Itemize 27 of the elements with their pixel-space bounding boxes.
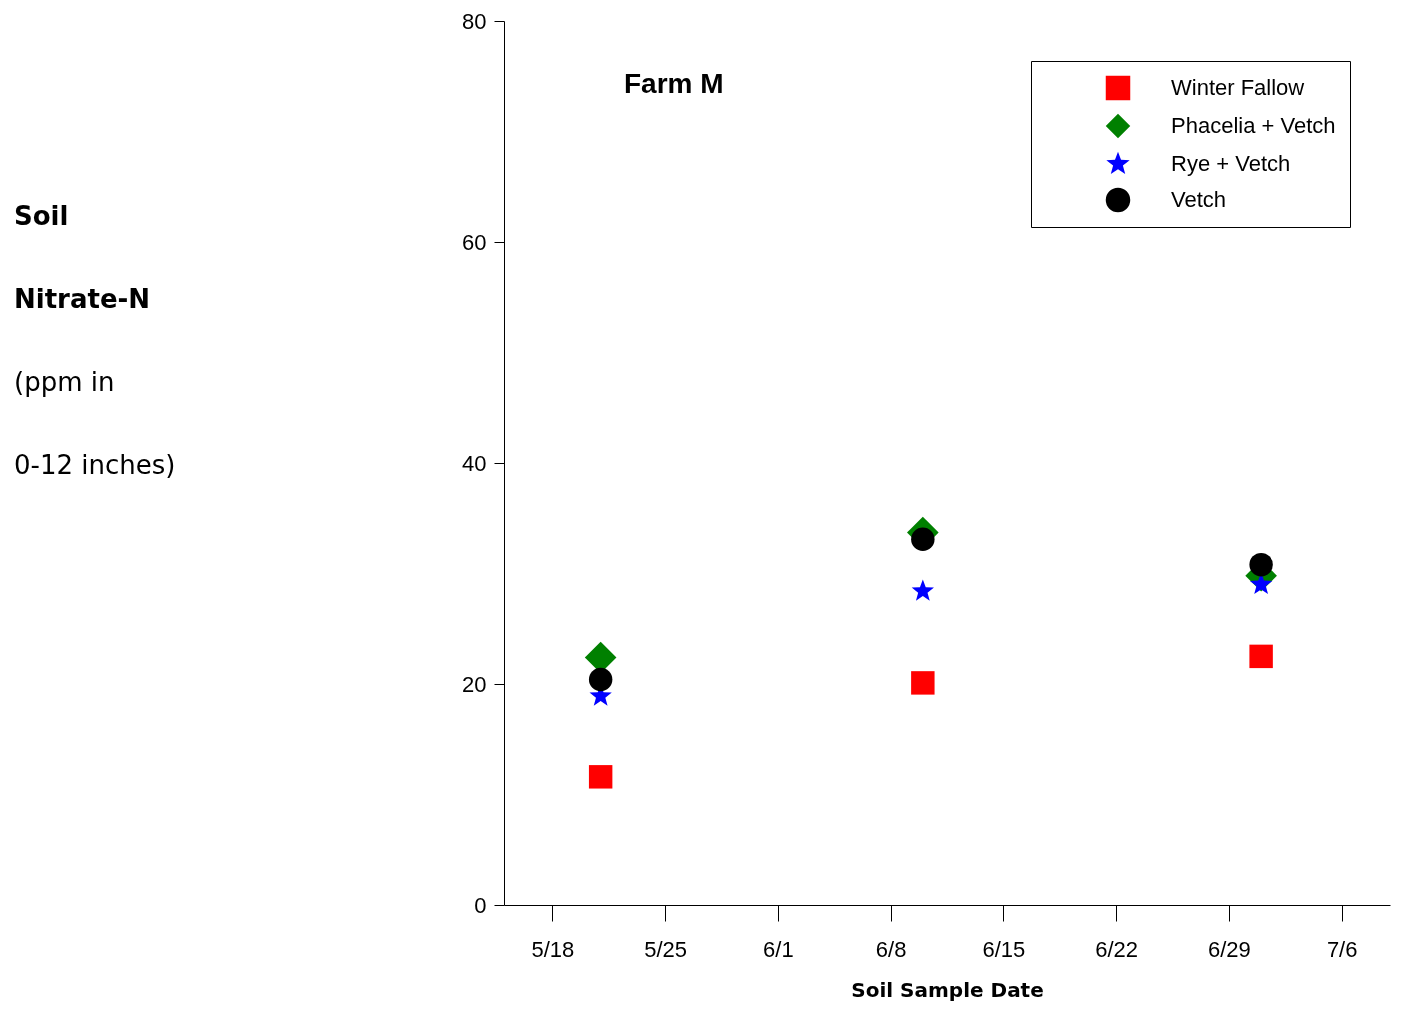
point xyxy=(588,765,613,789)
legend-label: Phacelia + Vetch xyxy=(1171,113,1336,138)
point xyxy=(588,667,613,692)
x-tick-label: 6/29 xyxy=(1208,936,1251,962)
text: Farm M xyxy=(624,68,724,99)
y-tick-label: 80 xyxy=(462,8,487,34)
x-tick-label: 6/15 xyxy=(982,936,1026,962)
x-tick-label: 5/18 xyxy=(531,936,575,962)
point xyxy=(911,671,935,695)
point xyxy=(1249,552,1273,577)
y-tick-label: 60 xyxy=(462,229,487,255)
y-tick-label: 0 xyxy=(474,892,487,918)
x-tick-label: 7/6 xyxy=(1326,936,1358,962)
x-axis-title: Soil Sample Date xyxy=(851,977,1044,1002)
point xyxy=(911,527,935,551)
y-tick-label: 20 xyxy=(462,671,487,697)
point xyxy=(1249,644,1273,669)
y-tick-label: 40 xyxy=(462,450,487,476)
point xyxy=(911,579,934,601)
text: Soil Nitrate-N (ppm in 0-12 inches) xyxy=(14,201,176,480)
x-tick-label: 5/25 xyxy=(644,936,688,962)
x-tick-label: 6/1 xyxy=(763,936,794,962)
x-tick-label: 6/8 xyxy=(875,936,907,962)
legend-label: Rye + Vetch xyxy=(1171,151,1291,176)
legend-label: Winter Fallow xyxy=(1171,75,1305,100)
legend-label: Vetch xyxy=(1171,187,1227,212)
x-tick-label: 6/22 xyxy=(1095,936,1139,962)
